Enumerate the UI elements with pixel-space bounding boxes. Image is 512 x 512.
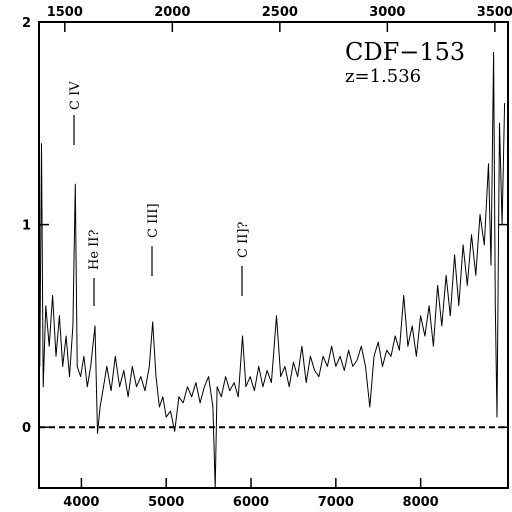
annotation: C III] [146,203,161,238]
y-tick-label: 0 [22,421,31,436]
x2-tick-label: 1500 [47,5,83,20]
x-tick-label: 4000 [63,495,99,510]
x-tick-label: 7000 [318,495,354,510]
x2-tick-label: 2000 [154,5,190,20]
x2-tick-label: 2500 [262,5,298,20]
plot-frame [38,21,509,489]
chart-title: CDF−153 [345,38,465,66]
annotations: C IV He II? C III] C II]? [68,81,251,306]
x-tick-label: 5000 [148,495,184,510]
annotation: He II? [87,230,102,270]
x-tick-label: 6000 [233,495,269,510]
x-tick-label: 8000 [403,495,439,510]
chart-subtitle: z=1.536 [345,66,421,87]
annotation: C II]? [236,222,251,258]
x2-tick-label: 3500 [477,5,512,20]
x2-tick-label: 3000 [369,5,405,20]
y-tick-label: 1 [22,219,31,234]
annotation: C IV [68,81,83,110]
y-tick-label: 2 [22,16,31,31]
spectrum-line [39,51,506,488]
